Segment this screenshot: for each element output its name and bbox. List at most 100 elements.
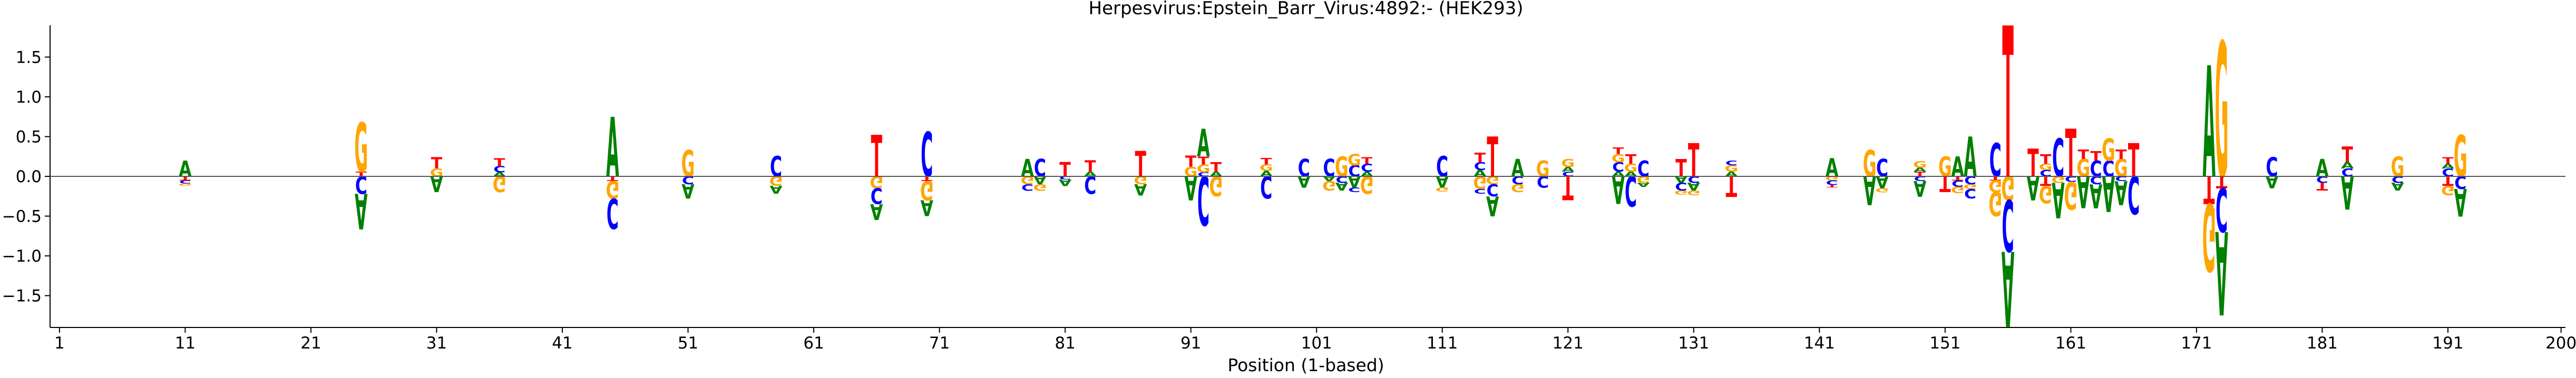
- svg-text:C: C: [1625, 166, 1637, 214]
- logo-letter-C: C: [1951, 178, 1964, 188]
- x-tick-label: 161: [2055, 334, 2086, 353]
- svg-text:C: C: [1989, 134, 2002, 187]
- logo-letter-T: T: [1185, 153, 1197, 171]
- logo-letter-T: T: [2442, 173, 2454, 188]
- logo-letter-C: C: [2102, 156, 2114, 182]
- logo-letter-A: A: [1184, 168, 1197, 207]
- logo-letter-A: A: [606, 101, 619, 196]
- svg-text:A: A: [1511, 155, 1525, 182]
- logo-letter-T: T: [2442, 156, 2453, 166]
- svg-text:C: C: [1474, 160, 1486, 173]
- logo-letter-C: C: [2002, 183, 2014, 265]
- logo-letter-C: C: [1361, 162, 1373, 174]
- y-tick-label: 1.0: [16, 88, 42, 107]
- svg-text:A: A: [2027, 168, 2040, 207]
- y-axis-ticks: −1.5 −1.0 −0.5 0.0 0.5 1.0 1.5: [2, 48, 50, 306]
- svg-text:A: A: [430, 171, 443, 196]
- svg-text:G: G: [606, 175, 620, 202]
- svg-text:G: G: [1624, 162, 1638, 174]
- logo-letter-C: C: [871, 183, 883, 208]
- chart-title: Herpesvirus:Epstein_Barr_Virus:4892:- (H…: [1089, 0, 1524, 19]
- svg-text:A: A: [1184, 168, 1197, 207]
- svg-text:A: A: [2090, 176, 2102, 215]
- svg-text:A: A: [1637, 181, 1650, 187]
- svg-text:A: A: [2102, 164, 2115, 222]
- logo-letter-C: C: [1298, 155, 1310, 182]
- x-tick-label: 41: [552, 334, 572, 353]
- x-tick-label: 61: [803, 334, 824, 353]
- svg-text:A: A: [1964, 126, 1976, 190]
- svg-text:A: A: [1033, 174, 1047, 186]
- logo-letter-G: G: [1021, 174, 1035, 186]
- svg-text:C: C: [1298, 155, 1310, 182]
- x-tick-label: 131: [1678, 334, 1709, 353]
- svg-text:T: T: [1625, 152, 1637, 167]
- svg-text:G: G: [1473, 172, 1487, 193]
- svg-text:C: C: [179, 179, 191, 184]
- svg-text:C: C: [1361, 162, 1373, 174]
- logo-letter-G: G: [1348, 152, 1361, 170]
- svg-text:T: T: [494, 156, 505, 169]
- logo-letter-G: G: [606, 175, 620, 202]
- logo-letter-C: C: [1989, 134, 2002, 187]
- svg-text:G: G: [1033, 182, 1047, 192]
- x-tick-label: 51: [678, 334, 698, 353]
- logo-letter-G: G: [1335, 152, 1349, 183]
- logo-letter-A: A: [355, 182, 367, 239]
- svg-text:A: A: [921, 195, 934, 220]
- x-tick-label: 141: [1804, 334, 1835, 353]
- logo-letter-C: C: [2216, 174, 2228, 243]
- logo-letter-T: T: [2027, 142, 2038, 186]
- svg-text:A: A: [355, 182, 367, 239]
- svg-text:G: G: [2076, 155, 2090, 182]
- logo-letter-G: G: [2215, 4, 2229, 220]
- svg-text:G: G: [2001, 168, 2015, 207]
- svg-text:C: C: [1260, 169, 1272, 204]
- svg-text:C: C: [1964, 186, 1976, 201]
- logo-letter-T: T: [2090, 148, 2102, 164]
- logo-letter-A: A: [2442, 162, 2455, 170]
- logo-letter-C: C: [1876, 155, 1888, 182]
- svg-text:T: T: [2002, 0, 2014, 225]
- svg-text:A: A: [1335, 180, 1349, 193]
- logo-letter-C: C: [1612, 160, 1624, 175]
- x-axis-label: Position (1-based): [1227, 355, 1384, 375]
- svg-text:A: A: [1687, 180, 1701, 193]
- logo-letter-G: G: [1951, 185, 1965, 195]
- logo-letter-C: C: [2266, 152, 2278, 183]
- svg-text:C: C: [1059, 175, 1071, 180]
- svg-text:C: C: [1034, 155, 1046, 182]
- logo-letter-A: A: [1033, 174, 1047, 186]
- logo-letter-A: A: [1951, 152, 1964, 183]
- svg-text:C: C: [1637, 156, 1650, 182]
- logo-letter-G: G: [1964, 183, 1977, 191]
- logo-letter-G: G: [1184, 164, 1198, 180]
- svg-text:C: C: [1323, 155, 1335, 182]
- svg-text:C: C: [2266, 152, 2278, 183]
- logo-letter-A: A: [1863, 167, 1876, 212]
- logo-letter-T: T: [1261, 156, 1272, 166]
- x-tick-label: 1: [54, 334, 65, 353]
- svg-text:A: A: [1059, 177, 1072, 187]
- logo-letter-G: G: [1436, 186, 1449, 192]
- logo-letter-T: T: [2115, 147, 2127, 162]
- x-tick-label: 81: [1055, 334, 1075, 353]
- svg-text:C: C: [355, 170, 367, 197]
- svg-text:A: A: [2077, 166, 2090, 216]
- svg-text:C: C: [1725, 159, 1738, 167]
- svg-text:A: A: [1134, 180, 1147, 198]
- logo-letter-G: G: [769, 173, 783, 188]
- logo-letter-A: A: [1562, 166, 1575, 174]
- svg-text:T: T: [1487, 126, 1498, 190]
- svg-text:G: G: [920, 175, 934, 206]
- svg-text:C: C: [2090, 156, 2102, 182]
- svg-text:A: A: [1863, 167, 1876, 212]
- svg-text:T: T: [2040, 173, 2052, 188]
- logo-letter-A: A: [681, 179, 695, 202]
- logo-letter-T: T: [1361, 156, 1372, 166]
- logo-letter-T: T: [1688, 134, 1700, 187]
- logo-letter-T: T: [2317, 180, 2328, 193]
- logo-letter-G: G: [1876, 187, 1889, 193]
- logo-letter-T: T: [1939, 171, 1950, 196]
- svg-text:G: G: [2039, 162, 2053, 172]
